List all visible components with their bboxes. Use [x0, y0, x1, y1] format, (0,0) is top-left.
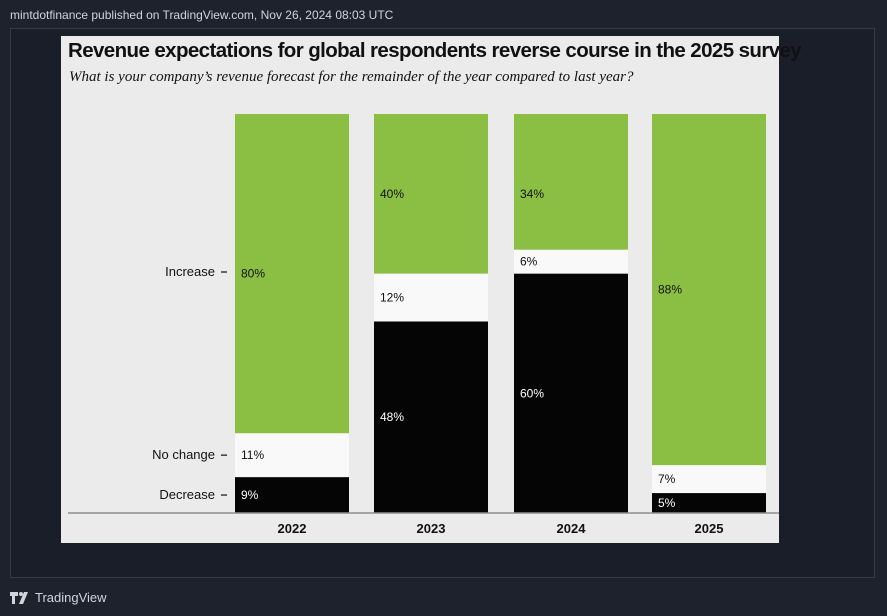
- data-label-no-change-2023: 12%: [380, 291, 404, 305]
- y-axis-label-increase: Increase: [165, 264, 215, 279]
- bar-no-change-2023: [374, 273, 488, 322]
- publisher-line: mintdotfinance published on TradingView.…: [10, 8, 394, 22]
- x-tick-label-2023: 2023: [417, 521, 446, 536]
- stacked-bar-chart: 9% 11% 80% 2022 48% 12% 40% 2023 60% 6% 34% 2024 5% 7…: [68, 114, 779, 536]
- bar-increase-2024: [514, 114, 628, 250]
- bar-increase-2022: [235, 114, 349, 434]
- bar-decrease-2022: [235, 477, 349, 513]
- bar-decrease-2024: [514, 273, 628, 513]
- data-label-increase-2023: 40%: [380, 187, 404, 201]
- data-label-no-change-2022: 11%: [241, 448, 264, 462]
- tradingview-logo-icon: [10, 591, 28, 604]
- background-price-scale: [808, 48, 870, 354]
- data-label-no-change-2025: 7%: [658, 472, 676, 486]
- data-label-increase-2024: 34%: [520, 187, 544, 201]
- chart-title: Revenue expectations for global responde…: [68, 39, 802, 62]
- bar-decrease-2025: [652, 493, 766, 513]
- data-label-increase-2025: 88%: [658, 283, 682, 297]
- data-label-no-change-2024: 6%: [520, 255, 538, 269]
- footer: TradingView: [10, 590, 107, 605]
- tradingview-brand: TradingView: [35, 590, 107, 605]
- data-label-decrease-2024: 60%: [520, 386, 544, 400]
- x-tick-label-2022: 2022: [278, 521, 307, 536]
- data-label-decrease-2023: 48%: [380, 410, 404, 424]
- y-axis-label-decrease: Decrease: [159, 487, 215, 502]
- data-label-increase-2022: 80%: [241, 267, 265, 281]
- bar-no-change-2022: [235, 433, 349, 478]
- data-label-decrease-2022: 9%: [241, 488, 259, 502]
- bar-increase-2025: [652, 114, 766, 466]
- bar-no-change-2024: [514, 249, 628, 274]
- chart-subtitle: What is your company’s revenue forecast …: [69, 69, 634, 85]
- bar-increase-2023: [374, 114, 488, 274]
- x-tick-label-2025: 2025: [695, 521, 724, 536]
- y-axis-label-no-change: No change: [152, 447, 215, 462]
- x-tick-label-2024: 2024: [557, 521, 587, 536]
- bar-decrease-2023: [374, 321, 488, 513]
- chart-image: Revenue expectations for global responde…: [61, 36, 802, 543]
- bar-no-change-2025: [652, 465, 766, 494]
- data-label-decrease-2025: 5%: [658, 496, 676, 510]
